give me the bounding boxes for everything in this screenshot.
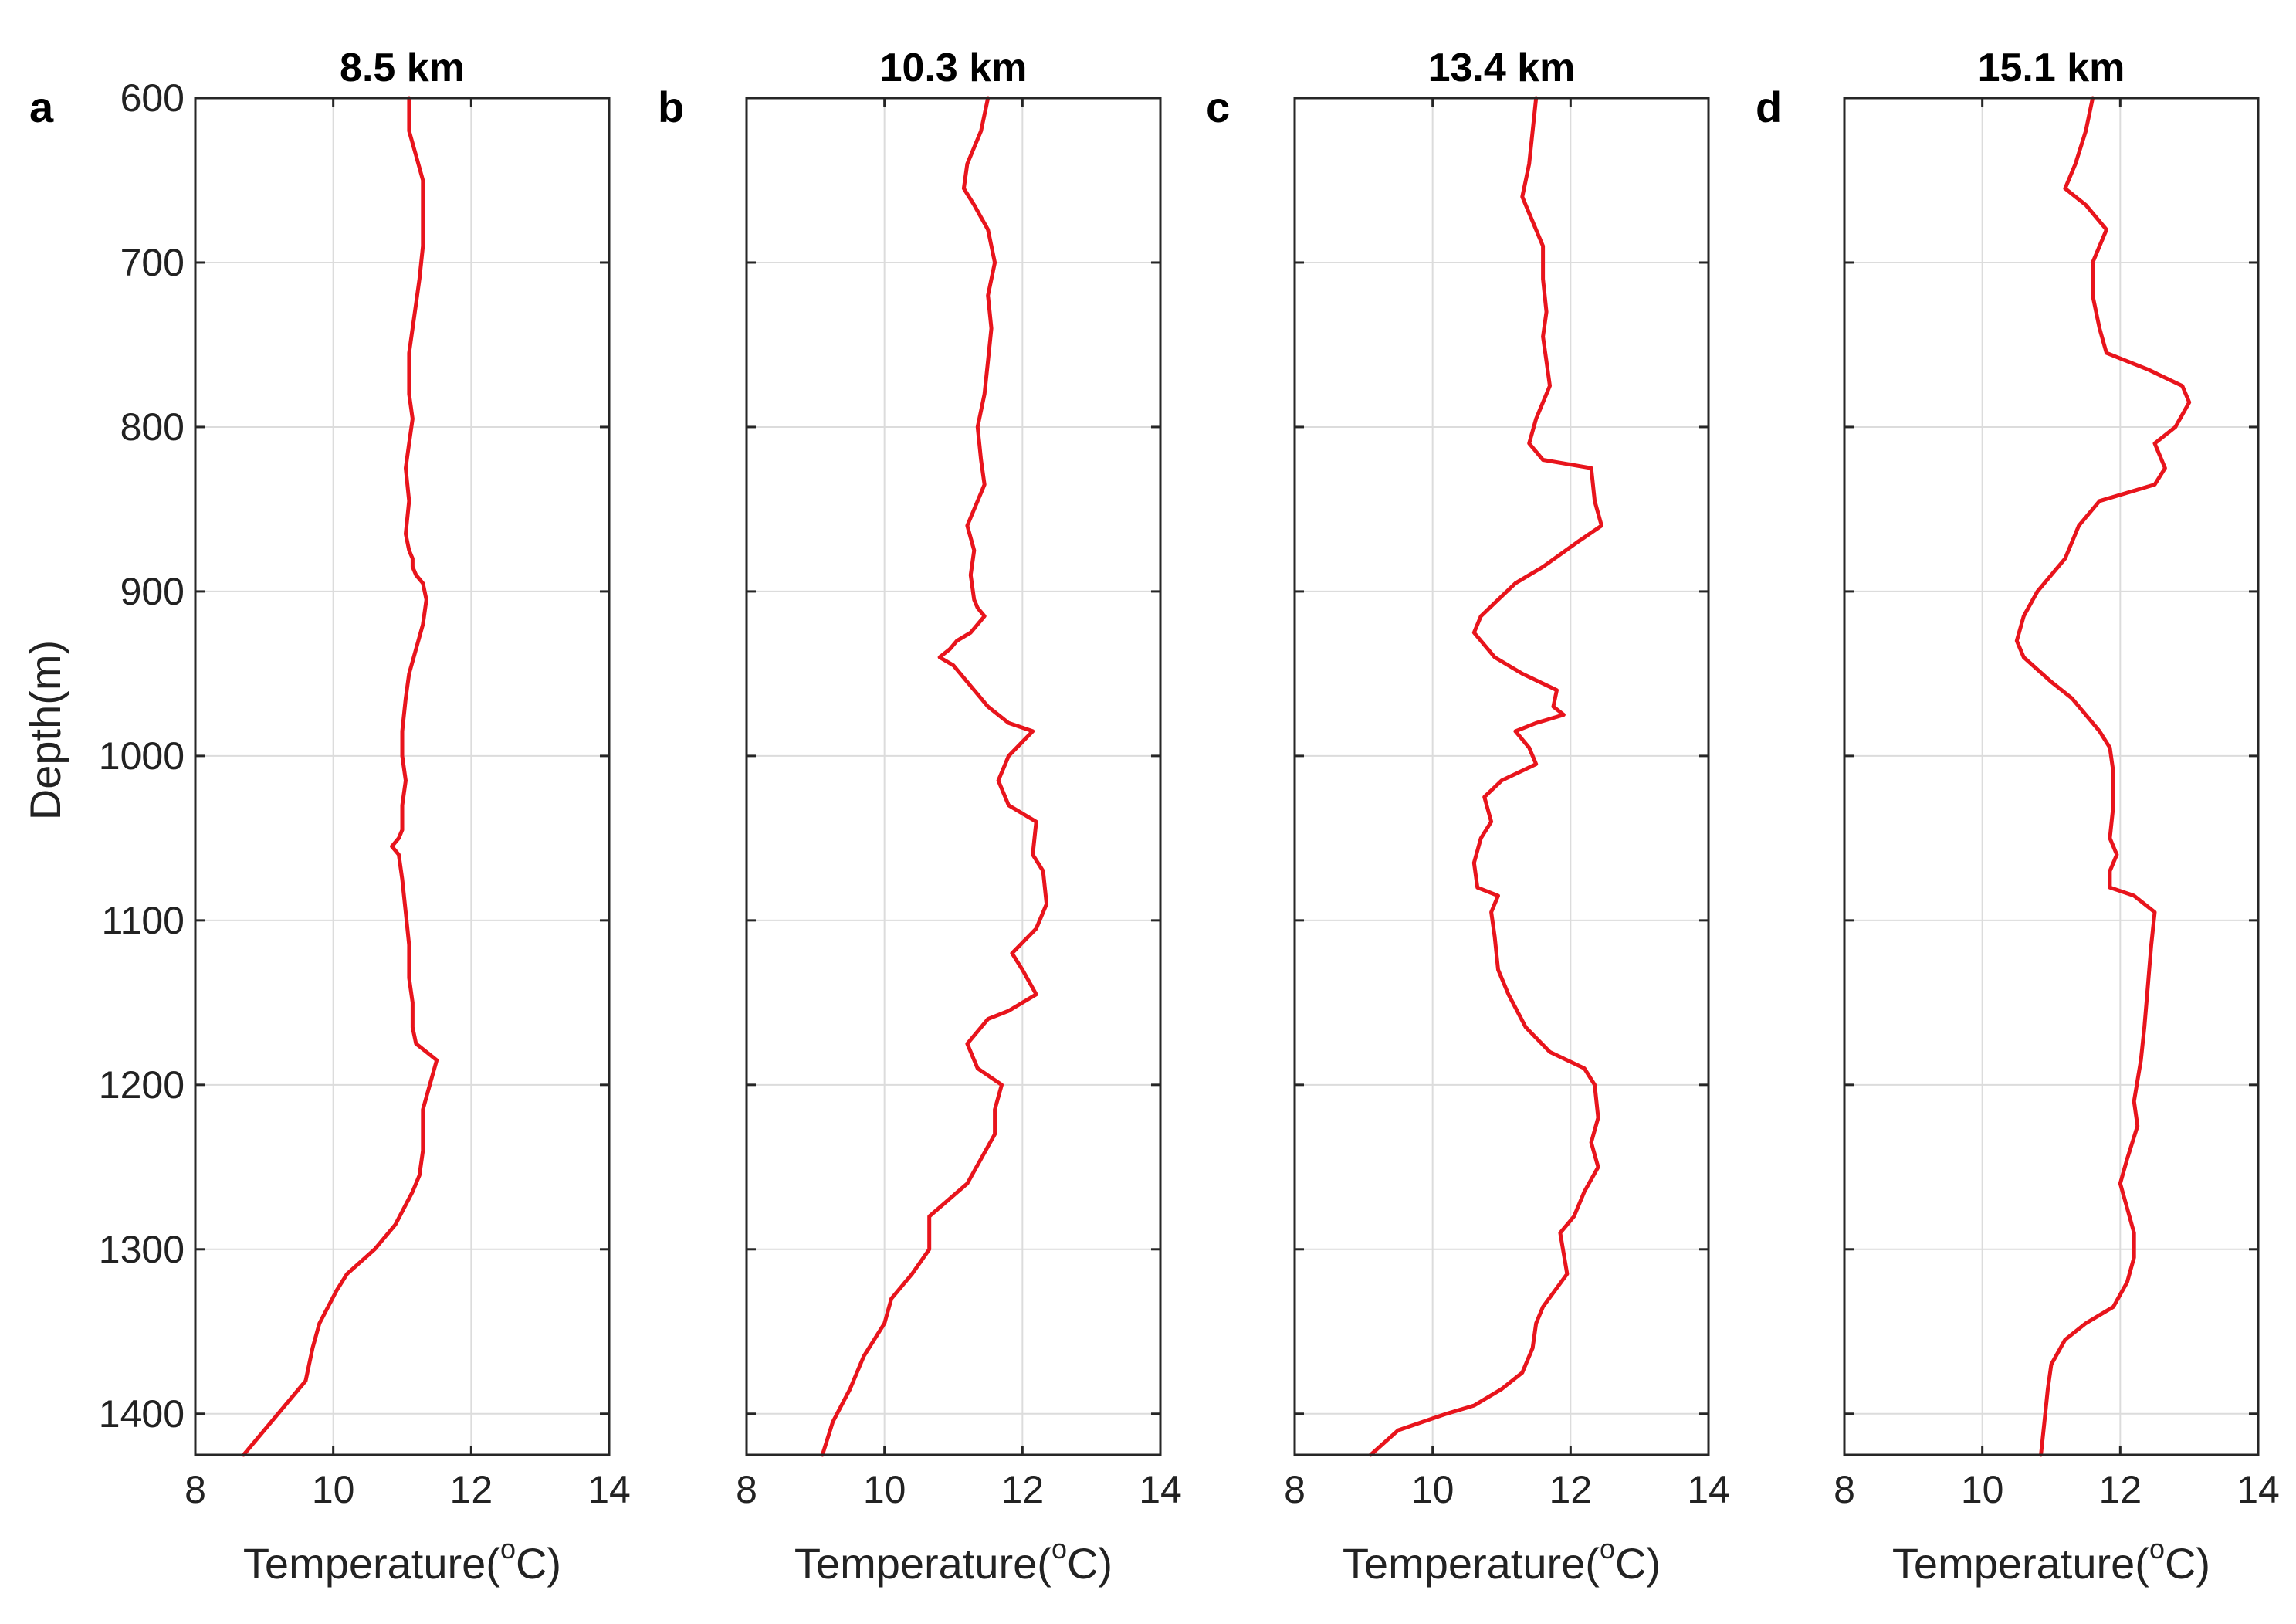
x-axis-label: Temperature(oC) xyxy=(1343,1533,1661,1588)
y-axis-label: Depth(m) xyxy=(21,640,69,820)
x-tick-label: 8 xyxy=(185,1468,206,1511)
x-tick-label: 10 xyxy=(1411,1468,1454,1511)
plot-frame xyxy=(1293,97,1710,1456)
x-axis-label: Temperature(oC) xyxy=(1892,1533,2210,1588)
x-tick-label: 10 xyxy=(1961,1468,2004,1511)
x-tick-label: 14 xyxy=(588,1468,631,1511)
y-tick-label: 1400 xyxy=(99,1392,185,1436)
y-tick-label: 800 xyxy=(120,405,185,449)
panel-title: 8.5 km xyxy=(340,46,465,90)
temperature-profile-line xyxy=(820,96,1049,1457)
panel-letter: a xyxy=(29,83,54,131)
plot-frame xyxy=(1843,97,2260,1456)
temperature-profile-line xyxy=(242,96,439,1457)
x-tick-label: 8 xyxy=(1284,1468,1305,1511)
x-axis-label-unit: C) xyxy=(2165,1539,2210,1588)
y-tick-label: 1100 xyxy=(101,899,185,942)
x-axis-label: Temperature(oC) xyxy=(794,1533,1112,1588)
x-axis-label-unit: C) xyxy=(516,1539,561,1588)
panel-title: 15.1 km xyxy=(1978,46,2125,90)
x-axis-label-superscript: o xyxy=(2149,1533,2165,1565)
x-tick-label: 12 xyxy=(450,1468,493,1511)
x-tick-label: 12 xyxy=(1001,1468,1045,1511)
y-tick-label: 600 xyxy=(120,76,185,120)
x-axis-label: Temperature(oC) xyxy=(243,1533,561,1588)
x-tick-label: 14 xyxy=(1139,1468,1182,1511)
plot-frame xyxy=(194,97,611,1456)
x-tick-label: 10 xyxy=(312,1468,355,1511)
plot-frame xyxy=(745,97,1162,1456)
panel-title: 13.4 km xyxy=(1428,46,1576,90)
x-axis-label-text: Temperature( xyxy=(1343,1539,1600,1588)
temperature-profile-line xyxy=(1368,96,1603,1457)
y-tick-label: 1000 xyxy=(99,734,185,778)
y-tick-label: 1200 xyxy=(99,1063,185,1107)
x-axis-label-superscript: o xyxy=(500,1533,516,1565)
x-tick-label: 12 xyxy=(2099,1468,2142,1511)
x-axis-label-unit: C) xyxy=(1067,1539,1112,1588)
x-axis-label-text: Temperature( xyxy=(243,1539,500,1588)
x-axis-label-superscript: o xyxy=(1600,1533,1615,1565)
x-tick-label: 12 xyxy=(1549,1468,1593,1511)
x-tick-label: 8 xyxy=(1834,1468,1855,1511)
x-axis-label-unit: C) xyxy=(1615,1539,1661,1588)
x-axis-label-superscript: o xyxy=(1051,1533,1067,1565)
panel-letter: c xyxy=(1206,83,1230,131)
y-tick-label: 1300 xyxy=(99,1228,185,1271)
x-axis-label-text: Temperature( xyxy=(794,1539,1051,1588)
x-tick-label: 14 xyxy=(1687,1468,1730,1511)
x-tick-label: 8 xyxy=(736,1468,757,1511)
x-tick-label: 14 xyxy=(2237,1468,2280,1511)
x-tick-label: 10 xyxy=(863,1468,906,1511)
x-axis-label-text: Temperature( xyxy=(1892,1539,2149,1588)
y-tick-label: 700 xyxy=(120,241,185,284)
y-tick-label: 900 xyxy=(120,570,185,613)
panel-letter: d xyxy=(1756,83,1782,131)
panel-title: 10.3 km xyxy=(880,46,1028,90)
panel-letter: b xyxy=(658,83,684,131)
temperature-profile-line xyxy=(2014,96,2192,1457)
